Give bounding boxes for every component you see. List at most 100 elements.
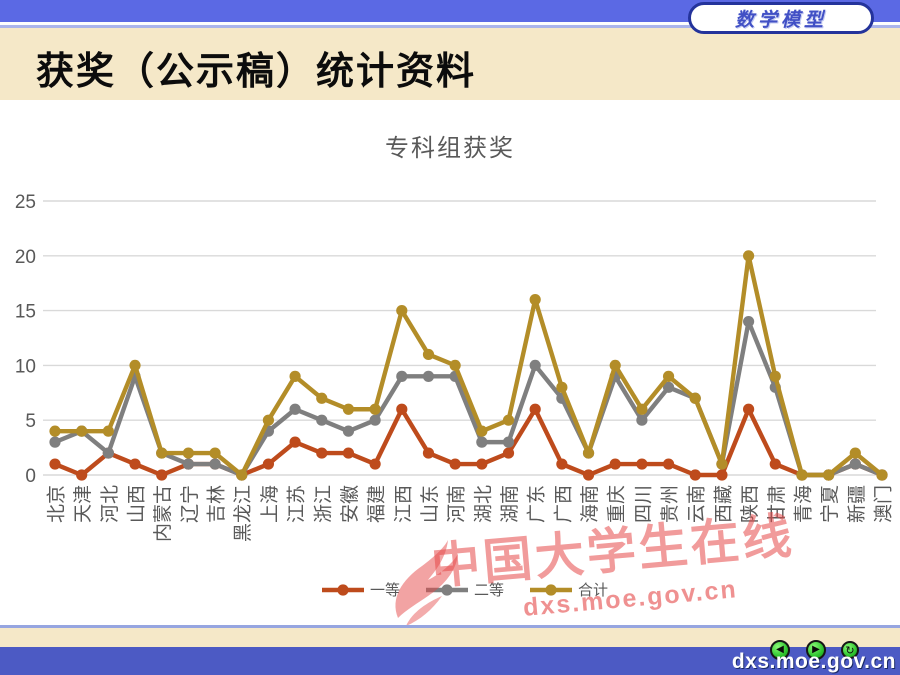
line-chart: 0 5 10 15 20 25 北京 天津 河北 山西 内蒙古 辽宁 吉林 黑龙江 上海 江苏 浙江 安徽 福建 江西… — [15, 192, 895, 599]
一等-point — [396, 403, 408, 415]
合计-point — [716, 458, 728, 470]
y-axis-tick: 5 — [25, 411, 36, 432]
二等-point — [396, 370, 408, 382]
legend-label: 二等 — [474, 581, 504, 599]
一等-point — [422, 447, 435, 459]
x-axis-label: 内蒙古 — [152, 485, 174, 542]
二等-point — [502, 436, 515, 448]
合计-point — [209, 447, 221, 459]
合计-point — [743, 250, 755, 262]
合计-point — [76, 425, 88, 437]
legend-marker — [337, 584, 349, 596]
nav-return-button[interactable]: ↻ — [841, 641, 859, 659]
一等-point — [129, 458, 141, 470]
一等-point — [449, 458, 461, 470]
二等-point — [209, 458, 221, 470]
x-axis-label: 四川 — [633, 485, 654, 523]
二等-point — [422, 370, 435, 382]
合计-point — [769, 370, 781, 382]
一等-point — [636, 458, 648, 470]
一等-point — [289, 436, 301, 448]
legend-marker — [545, 584, 557, 596]
合计-point — [422, 348, 435, 361]
legend-label: 合计 — [578, 582, 608, 599]
合计-point — [476, 425, 488, 437]
一等-point — [502, 447, 515, 459]
x-axis-label: 青海 — [792, 485, 814, 523]
chart-title: 专科组获奖 — [385, 135, 515, 162]
一等-point — [369, 458, 381, 470]
一等-point — [76, 469, 88, 481]
header-stripe-blue — [0, 25, 900, 28]
合计-point — [636, 403, 648, 415]
x-axis-label: 山东 — [419, 485, 441, 523]
一等-point — [582, 469, 595, 481]
一等-point — [156, 469, 168, 481]
合计-point — [369, 403, 381, 415]
x-axis-label: 辽宁 — [179, 485, 201, 523]
合计-point — [662, 370, 675, 382]
二等-point — [342, 425, 355, 437]
x-axis-label: 吉林 — [206, 485, 228, 523]
合计-point — [289, 370, 301, 382]
一等-point — [476, 458, 488, 470]
x-axis-label: 海南 — [579, 485, 601, 523]
二等-point — [476, 436, 488, 448]
x-axis-label: 宁夏 — [819, 485, 841, 523]
site-logo-text: 数学模型 — [734, 9, 827, 31]
二等-point — [102, 447, 114, 459]
x-axis-label: 福建 — [366, 485, 388, 523]
合计-point — [582, 447, 595, 459]
合计-point — [316, 392, 328, 404]
slide-title: 获奖（公示稿）统计资料 — [36, 51, 477, 93]
header-band — [0, 0, 900, 22]
x-axis-label: 天津 — [72, 485, 94, 523]
x-axis-label: 广西 — [552, 485, 574, 523]
合计-point — [502, 414, 515, 426]
y-axis-tick: 0 — [25, 466, 36, 487]
nav-forward-button[interactable]: ▶ — [806, 640, 826, 660]
一等-point — [609, 458, 621, 470]
合计-point — [396, 305, 408, 317]
title-background — [0, 28, 900, 100]
x-axis-label: 澳门 — [872, 485, 894, 523]
一等-point — [689, 469, 701, 481]
合计-point — [49, 425, 61, 437]
合计-point — [823, 469, 835, 481]
footer-divider — [0, 625, 900, 628]
nav-back-button[interactable]: ◀ — [770, 640, 790, 660]
footer-bar — [0, 647, 900, 675]
二等-point — [849, 458, 861, 470]
合计-point — [876, 469, 888, 481]
x-axis-label: 河北 — [99, 485, 121, 523]
y-axis-tick: 20 — [15, 247, 36, 268]
forward-arrow-icon: ▶ — [812, 644, 820, 655]
二等-point — [289, 403, 301, 415]
x-axis-label: 陕西 — [739, 485, 761, 523]
x-axis-label: 湖南 — [499, 485, 521, 523]
合计-point — [236, 469, 248, 481]
x-axis-label: 上海 — [259, 485, 281, 523]
x-axis-label: 北京 — [46, 485, 68, 523]
合计-point — [262, 414, 275, 426]
legend-label: 一等 — [370, 581, 400, 599]
x-axis-label: 河南 — [446, 485, 468, 523]
一等-point — [662, 458, 675, 470]
一等-point — [262, 458, 275, 470]
legend-marker — [441, 584, 453, 596]
x-axis-label: 新疆 — [846, 485, 868, 523]
header-stripe-white — [0, 22, 900, 25]
一等-point — [716, 469, 728, 481]
合计-point — [449, 359, 461, 371]
合计-point — [102, 425, 114, 437]
合计-point — [342, 403, 355, 415]
合计-point — [609, 359, 621, 371]
二等-point — [49, 436, 61, 448]
二等-point — [369, 414, 381, 426]
footer-cream-strip — [0, 628, 900, 647]
x-axis-label: 西藏 — [712, 485, 734, 523]
合计-point — [689, 392, 701, 404]
x-axis-label: 浙江 — [312, 485, 334, 523]
x-axis-label: 山西 — [126, 485, 148, 523]
